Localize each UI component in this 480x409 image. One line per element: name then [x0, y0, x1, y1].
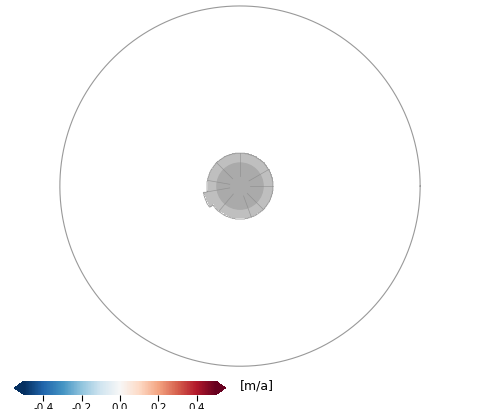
Text: [m/a]: [m/a] — [240, 379, 274, 392]
Circle shape — [60, 6, 420, 366]
Circle shape — [217, 163, 263, 209]
PathPatch shape — [216, 381, 226, 395]
PathPatch shape — [14, 381, 24, 395]
